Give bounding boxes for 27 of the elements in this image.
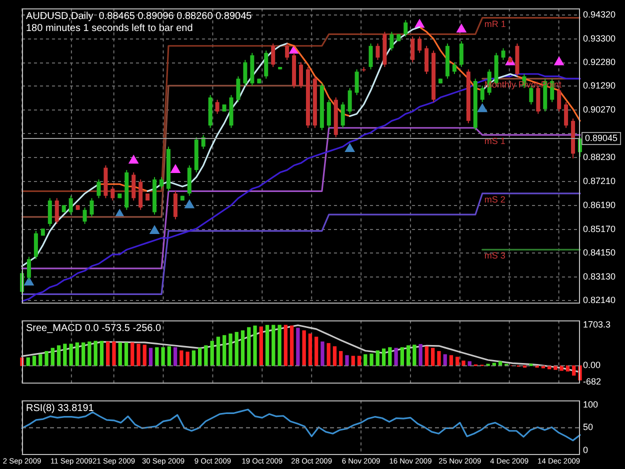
chart-title: Sree_MACD 0.0 -573.5 -256.0 (26, 323, 162, 334)
chart-title: RSI(8) 33.8191 (26, 403, 94, 414)
y-tick-label: -682 (583, 376, 602, 386)
y-tick-label: 0.92280 (583, 57, 616, 68)
y-tick-label: 0.86190 (583, 200, 616, 210)
y-tick-label: 0.83130 (583, 272, 616, 282)
y-tick-label: 1703.3 (583, 320, 611, 330)
text: 180 minutes 1 seconds left to bar end (26, 23, 193, 34)
y-tick-label: 0.84150 (583, 248, 616, 258)
y-tick-label: 0.87210 (583, 176, 616, 186)
series-label: mR 1 (484, 18, 506, 29)
y-tick-label: 0.93300 (583, 33, 616, 44)
y-tick-label: 0.85170 (583, 224, 616, 234)
chart-title: AUDUSD,Daily 0.88465 0.89096 0.88260 0.89045 (26, 11, 252, 22)
y-tick-label: 50 (583, 422, 594, 432)
y-tick-label: 0.00 (583, 360, 601, 370)
y-tick-label: 0 (583, 444, 588, 455)
y-tick-label: 0.82140 (583, 294, 616, 305)
ref-line-label: 0.89045 (585, 133, 618, 144)
series-label: mS 1 (484, 136, 506, 146)
series-label: mS 3 (484, 250, 506, 261)
series-label: mS 2 (484, 194, 506, 204)
y-tick-label: 0.94320 (583, 9, 616, 20)
y-tick-label: 0.90270 (583, 104, 616, 114)
y-tick-label: 0.88230 (583, 152, 616, 162)
y-tick-label: 100 (583, 399, 598, 410)
y-tick-label: 0.91290 (583, 80, 616, 90)
